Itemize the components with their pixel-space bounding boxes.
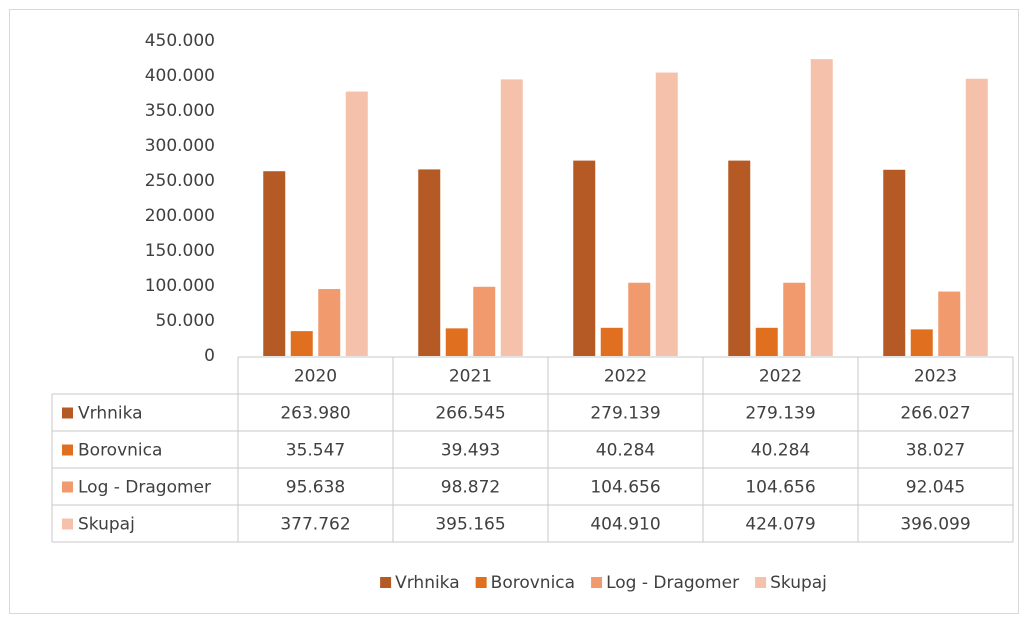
y-tick-label: 50.000	[156, 311, 215, 331]
data-label: 104.656	[745, 478, 815, 498]
data-label: 279.139	[590, 404, 660, 424]
bar	[473, 286, 496, 356]
x-tick-label: 2022	[759, 367, 802, 387]
table-legend-key	[62, 481, 73, 493]
data-label: 279.139	[745, 404, 815, 424]
bar	[290, 331, 313, 356]
bar	[728, 160, 751, 356]
x-tick-label: 2023	[914, 367, 957, 387]
y-tick-label: 250.000	[145, 171, 215, 191]
data-label: 40.284	[596, 441, 655, 461]
table-row-label: Log - Dragomer	[78, 478, 211, 498]
legend-label: Vrhnika	[395, 573, 460, 593]
legend-key	[475, 577, 487, 588]
x-tick-label: 2021	[449, 367, 492, 387]
legend-key	[755, 577, 767, 588]
bar	[783, 282, 806, 356]
bar	[938, 291, 961, 356]
bar	[755, 327, 778, 356]
data-label: 38.027	[906, 441, 965, 461]
bar	[345, 91, 368, 357]
y-tick-label: 450.000	[145, 31, 215, 51]
y-tick-label: 200.000	[145, 206, 215, 226]
data-label: 39.493	[441, 441, 500, 461]
bar	[628, 282, 651, 356]
data-label: 404.910	[590, 515, 660, 535]
data-label: 424.079	[745, 515, 815, 535]
table-row-label: Skupaj	[78, 515, 135, 535]
data-label: 263.980	[280, 404, 350, 424]
data-label: 104.656	[590, 478, 660, 498]
legend-label: Skupaj	[770, 573, 827, 593]
x-tick-label: 2020	[294, 367, 337, 387]
bar	[263, 171, 286, 356]
bar	[500, 79, 523, 357]
legend-label: Borovnica	[491, 573, 575, 593]
table-legend-key	[62, 444, 73, 456]
bar	[810, 59, 833, 356]
data-label: 92.045	[906, 478, 965, 498]
data-label: 266.027	[900, 404, 970, 424]
bar	[418, 169, 441, 356]
table-legend-key	[62, 518, 73, 530]
data-label: 95.638	[286, 478, 345, 498]
data-label: 377.762	[280, 515, 350, 535]
bar	[965, 78, 988, 356]
table-row-label: Borovnica	[78, 441, 162, 461]
bar	[910, 329, 933, 356]
x-tick-label: 2022	[604, 367, 647, 387]
legend-label: Log - Dragomer	[606, 573, 739, 593]
data-label: 98.872	[441, 478, 500, 498]
bar	[883, 169, 906, 356]
y-tick-label: 300.000	[145, 136, 215, 156]
bar	[655, 72, 678, 357]
y-tick-label: 0	[204, 346, 215, 366]
bar	[600, 327, 623, 356]
y-tick-label: 150.000	[145, 241, 215, 261]
y-tick-label: 400.000	[145, 66, 215, 86]
data-label: 35.547	[286, 441, 345, 461]
data-label: 395.165	[435, 515, 505, 535]
data-label: 40.284	[751, 441, 810, 461]
bar	[573, 160, 596, 356]
legend-key	[591, 577, 603, 588]
bar	[318, 289, 341, 356]
legend-key	[380, 577, 392, 588]
table-row-label: Vrhnika	[78, 404, 143, 424]
data-label: 266.545	[435, 404, 505, 424]
y-tick-label: 100.000	[145, 276, 215, 296]
data-label: 396.099	[900, 515, 970, 535]
bar	[445, 328, 468, 356]
y-tick-label: 350.000	[145, 101, 215, 121]
table-legend-key	[62, 407, 73, 419]
